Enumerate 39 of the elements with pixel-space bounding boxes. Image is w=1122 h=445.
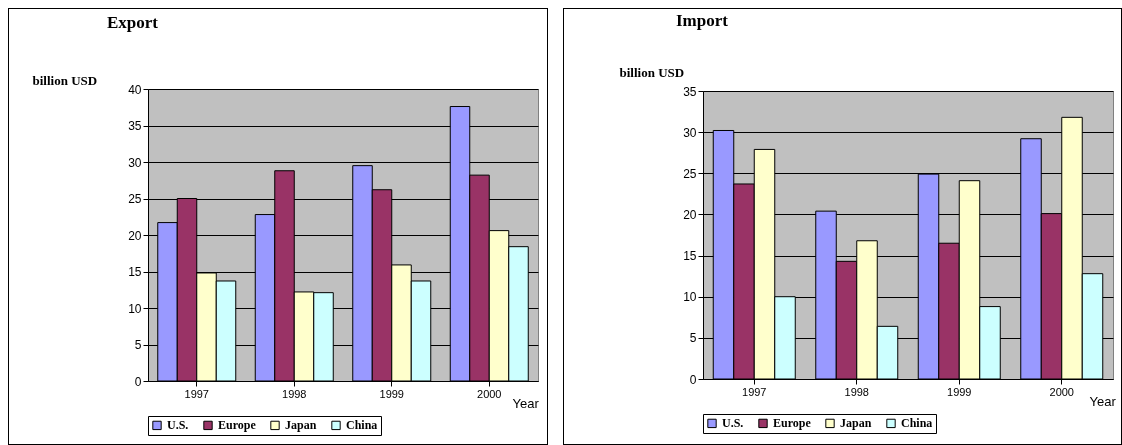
legend-label: Japan bbox=[285, 418, 317, 433]
chart-title: Import bbox=[676, 11, 729, 30]
legend-label: Europe bbox=[218, 418, 257, 433]
y-tick-label: 30 bbox=[683, 125, 697, 140]
y-tick-label: 15 bbox=[128, 265, 142, 279]
x-tick-label: 1998 bbox=[844, 385, 869, 398]
y-tick-label: 40 bbox=[128, 82, 142, 97]
legend-label: Japan bbox=[840, 416, 872, 431]
y-tick-label: 10 bbox=[683, 290, 697, 305]
y-tick-label: 25 bbox=[683, 166, 697, 181]
y-tick-label: 5 bbox=[689, 331, 697, 346]
y-tick-label: 5 bbox=[134, 338, 142, 352]
x-tick-label: 1999 bbox=[947, 385, 972, 398]
x-tick-label: 1997 bbox=[184, 387, 209, 400]
y-tick-label: 35 bbox=[128, 119, 142, 133]
legend-label: U.S. bbox=[167, 418, 189, 433]
y-tick-label: 30 bbox=[128, 155, 142, 170]
x-axis-title: Year bbox=[512, 395, 540, 411]
y-axis-title: billion USD bbox=[619, 64, 685, 80]
x-tick-label: 1999 bbox=[379, 387, 404, 400]
y-tick-label: 0 bbox=[134, 374, 142, 389]
y-tick-label: 0 bbox=[689, 372, 697, 387]
x-tick-label: 2000 bbox=[477, 387, 502, 400]
y-tick-label: 20 bbox=[128, 228, 142, 243]
y-axis-title: billion USD bbox=[32, 72, 98, 88]
x-axis-title: Year bbox=[1089, 393, 1117, 409]
y-tick-label: 20 bbox=[683, 207, 697, 222]
x-tick-label: 2000 bbox=[1049, 385, 1074, 398]
legend-label: Europe bbox=[773, 416, 812, 431]
y-tick-label: 25 bbox=[128, 192, 142, 206]
legend-label: China bbox=[346, 418, 378, 433]
y-tick-label: 35 bbox=[683, 84, 697, 99]
chart-title: Export bbox=[107, 13, 159, 32]
y-tick-label: 15 bbox=[683, 249, 697, 264]
x-tick-label: 1998 bbox=[282, 387, 307, 400]
legend-label: U.S. bbox=[722, 416, 744, 431]
x-tick-label: 1997 bbox=[742, 385, 767, 398]
y-tick-label: 10 bbox=[128, 301, 142, 316]
legend-label: China bbox=[901, 416, 933, 431]
